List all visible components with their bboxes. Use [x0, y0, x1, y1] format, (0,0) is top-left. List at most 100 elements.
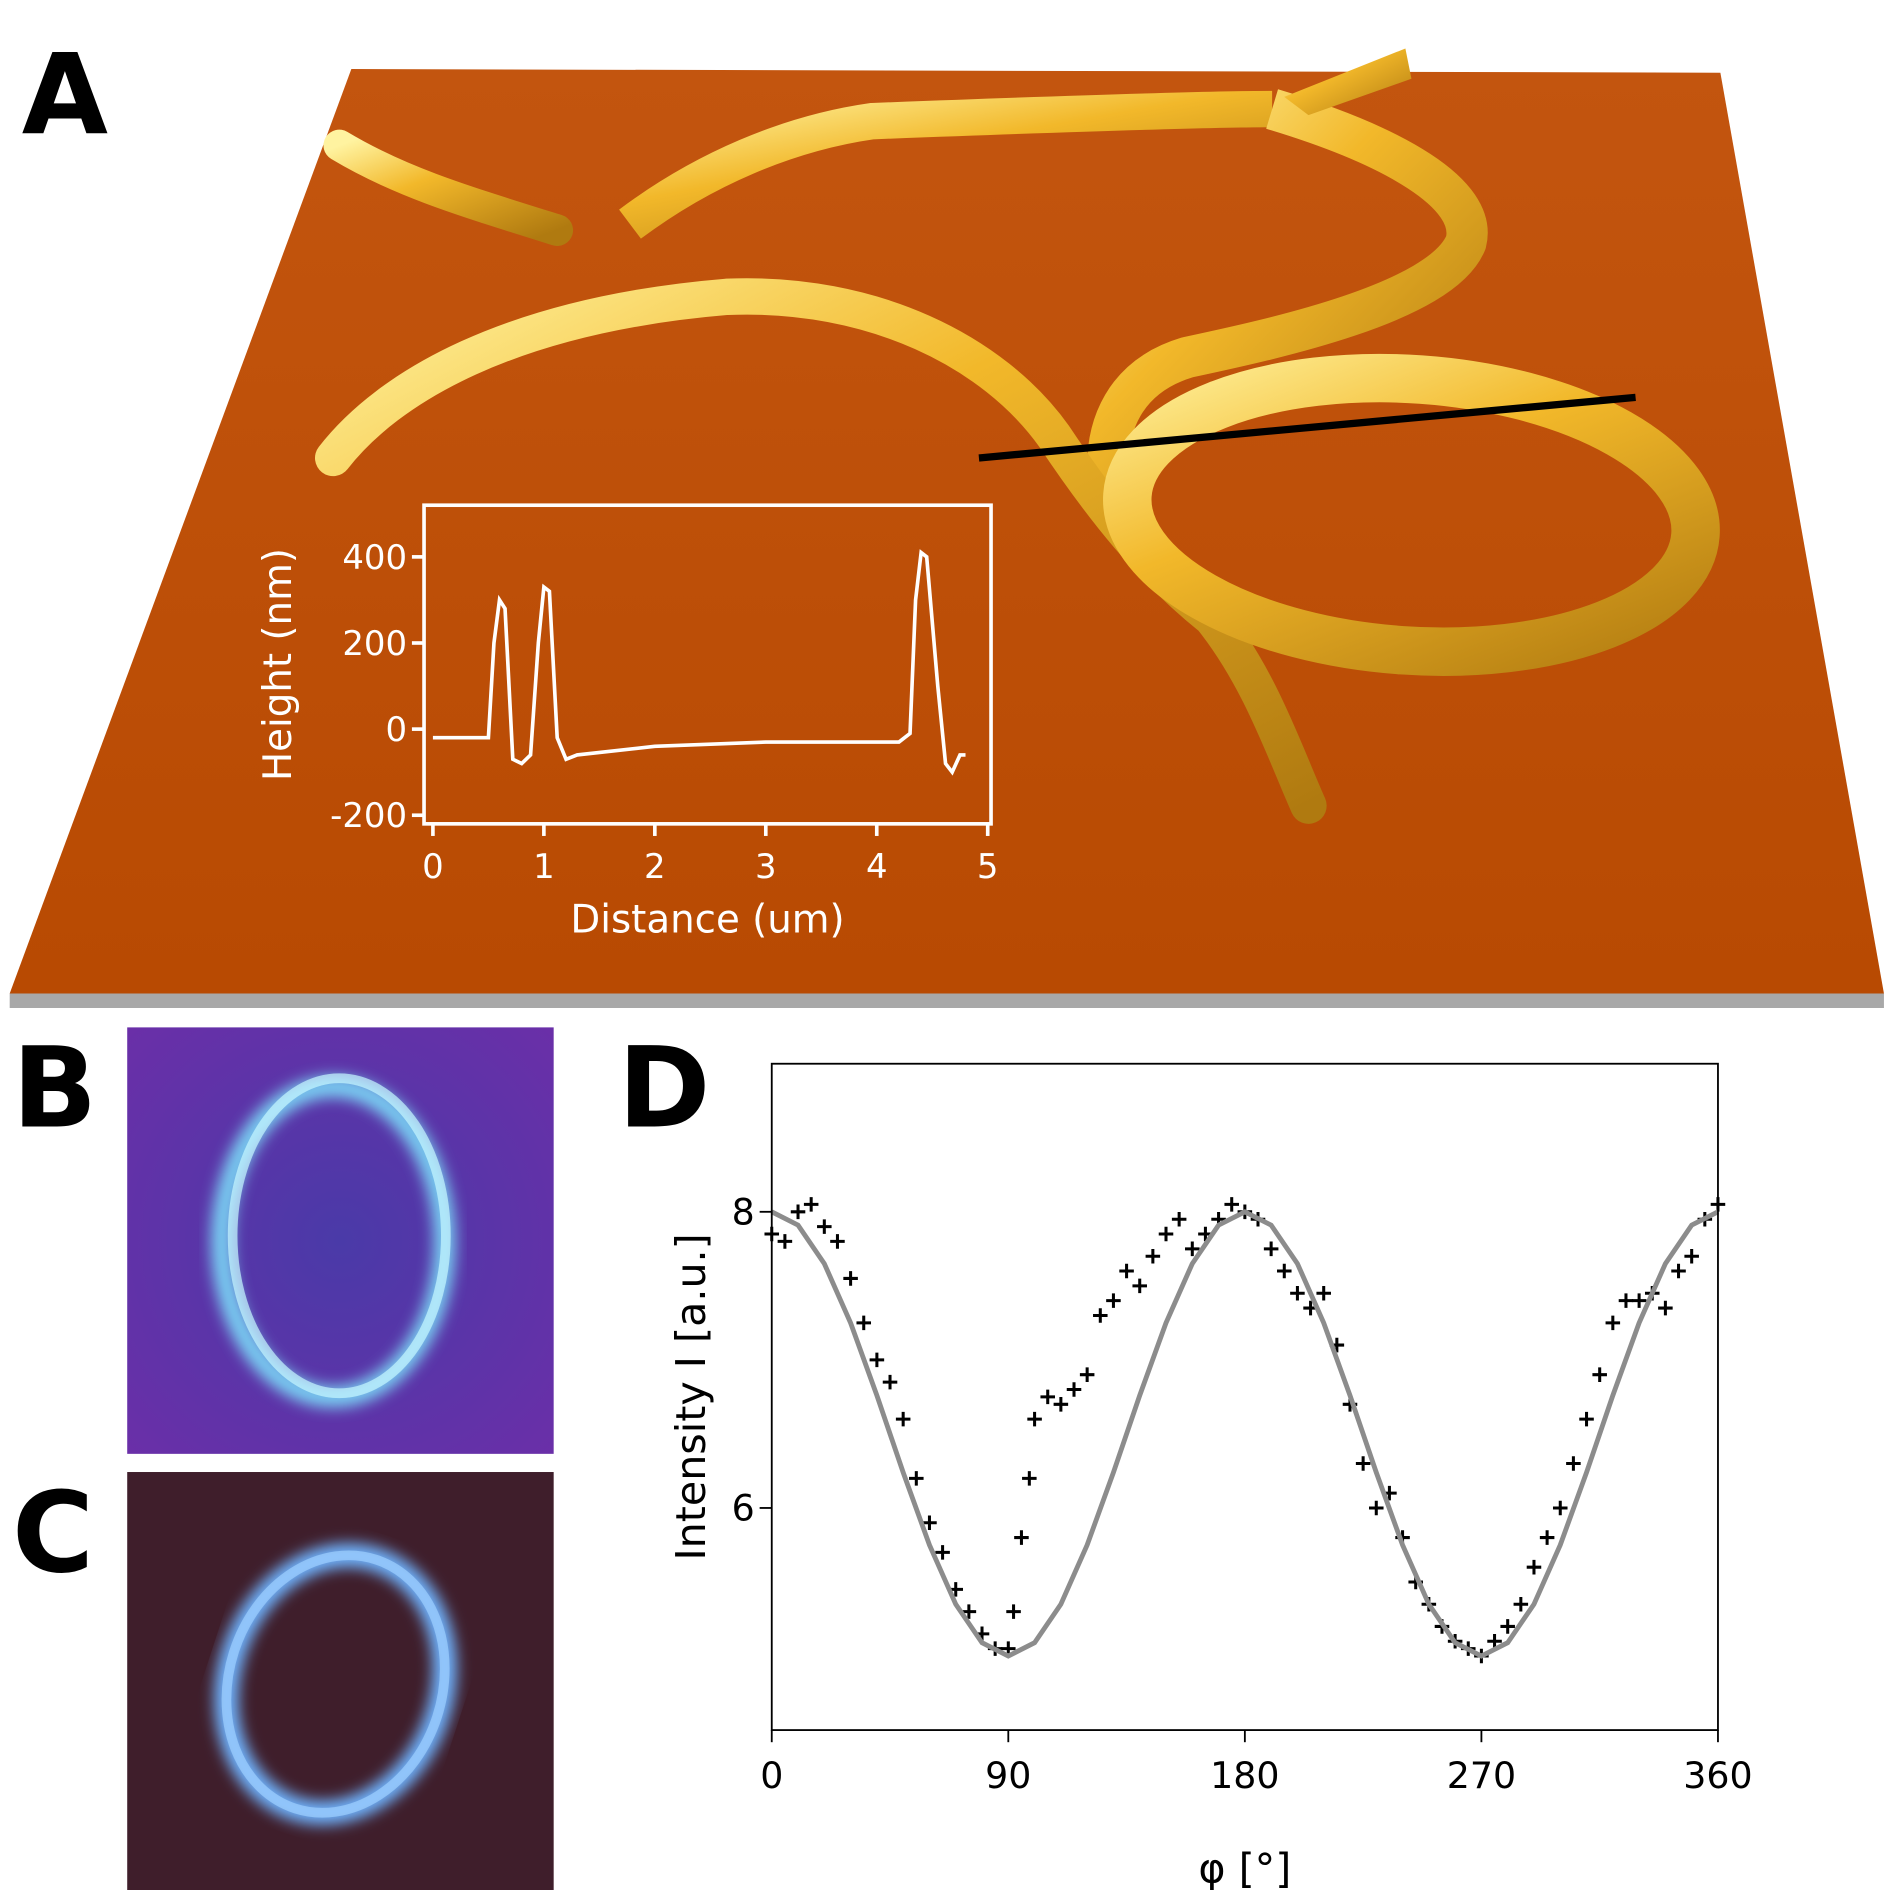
afm-ridge [1284, 48, 1412, 116]
point [1579, 1411, 1594, 1427]
y-axis-label: Height (nm) [256, 548, 301, 781]
point [1658, 1300, 1673, 1316]
afm-ridge [315, 278, 1327, 824]
point [1592, 1367, 1607, 1382]
point [935, 1545, 950, 1560]
x-axis-label: Distance (um) [570, 897, 844, 942]
point [1119, 1263, 1134, 1279]
y-tick-label: 0 [385, 710, 407, 749]
x-tick-label: 3 [755, 847, 777, 886]
x-tick-label: 1 [533, 847, 555, 886]
y-tick-label: 8 [732, 1191, 755, 1234]
point [895, 1411, 911, 1427]
point [1566, 1456, 1581, 1471]
y-axis-label: Intensity I [a.u.] [667, 1233, 715, 1560]
point [1006, 1604, 1021, 1619]
afm-surface [9, 69, 1884, 994]
afm-ridge [323, 129, 574, 246]
point [961, 1604, 977, 1619]
point [1500, 1619, 1515, 1634]
afm-ridge [619, 90, 1273, 239]
x-axis-label: φ [°] [1198, 1845, 1291, 1890]
point [1224, 1197, 1239, 1212]
x-tick-label: 5 [977, 847, 999, 886]
point [1316, 1285, 1331, 1301]
image-b-bg [127, 1027, 554, 1454]
point [1079, 1367, 1095, 1382]
point [1093, 1308, 1108, 1323]
afm-ring [1103, 353, 1720, 676]
point [1171, 1211, 1187, 1227]
y-tick-label: 6 [732, 1487, 755, 1530]
point [1539, 1530, 1555, 1545]
fluorescence-image [127, 1027, 554, 1454]
point [1369, 1500, 1384, 1516]
point [1040, 1389, 1055, 1405]
point [1684, 1248, 1699, 1264]
y-tick-label: 200 [342, 624, 407, 663]
afm-base [9, 993, 1884, 1008]
point [803, 1197, 819, 1212]
x-tick-label: 90 [985, 1754, 1031, 1797]
ring [227, 1073, 451, 1399]
series-line [432, 549, 966, 776]
point [1145, 1248, 1161, 1264]
x-tick-label: 180 [1210, 1754, 1279, 1797]
point [817, 1219, 832, 1234]
point [1022, 1471, 1037, 1486]
x-tick-label: 4 [866, 847, 888, 886]
image-c-bg [127, 1472, 554, 1890]
point [1671, 1263, 1686, 1279]
point [1277, 1263, 1292, 1279]
point [882, 1374, 898, 1390]
point [1355, 1456, 1371, 1471]
simulated-image [127, 1472, 554, 1890]
panel-label: C [12, 1469, 94, 1598]
point [1132, 1278, 1147, 1294]
point [1487, 1633, 1502, 1649]
point [856, 1315, 872, 1331]
chart: 0 1 2 3 4 5 -200 0 200 400 Distance (um) Height (nm… [256, 503, 999, 942]
panel-label: D [618, 1025, 711, 1154]
point [1263, 1241, 1279, 1257]
profile-line [978, 393, 1636, 462]
x-tick-label: 0 [760, 1754, 783, 1797]
point [1014, 1530, 1029, 1545]
point [922, 1515, 937, 1531]
chart: 0 90 180 270 360 6 8 φ [°] Intensity I [a.u.] [667, 1062, 1753, 1890]
point [1618, 1293, 1634, 1308]
plot-bg [771, 1063, 1718, 1731]
point [843, 1271, 858, 1286]
point [1185, 1241, 1200, 1257]
panel-label: A [22, 31, 108, 160]
x-tick-label: 0 [422, 847, 444, 886]
point [1106, 1293, 1121, 1308]
point [777, 1234, 793, 1249]
panel-label: B [12, 1025, 97, 1154]
point [1631, 1293, 1647, 1308]
point [830, 1234, 845, 1249]
point [1605, 1315, 1621, 1331]
point [869, 1352, 885, 1368]
afm-image [9, 48, 1884, 1008]
point [1066, 1382, 1082, 1397]
point [909, 1471, 924, 1486]
point [1053, 1397, 1069, 1412]
y-tick-label: 400 [342, 538, 407, 577]
point [1526, 1559, 1542, 1575]
ring [221, 1550, 450, 1818]
afm-ridge [1087, 89, 1488, 487]
plot-frame [770, 1062, 1719, 1731]
x-tick-label: 270 [1447, 1754, 1516, 1797]
series-line [770, 1209, 1720, 1659]
x-tick-label: 2 [644, 847, 666, 886]
point [1027, 1411, 1042, 1427]
point [1513, 1596, 1529, 1612]
x-tick-label: 360 [1683, 1754, 1752, 1797]
plot-frame [422, 503, 993, 826]
point [790, 1204, 806, 1220]
point [1552, 1500, 1568, 1516]
point [1290, 1285, 1305, 1301]
